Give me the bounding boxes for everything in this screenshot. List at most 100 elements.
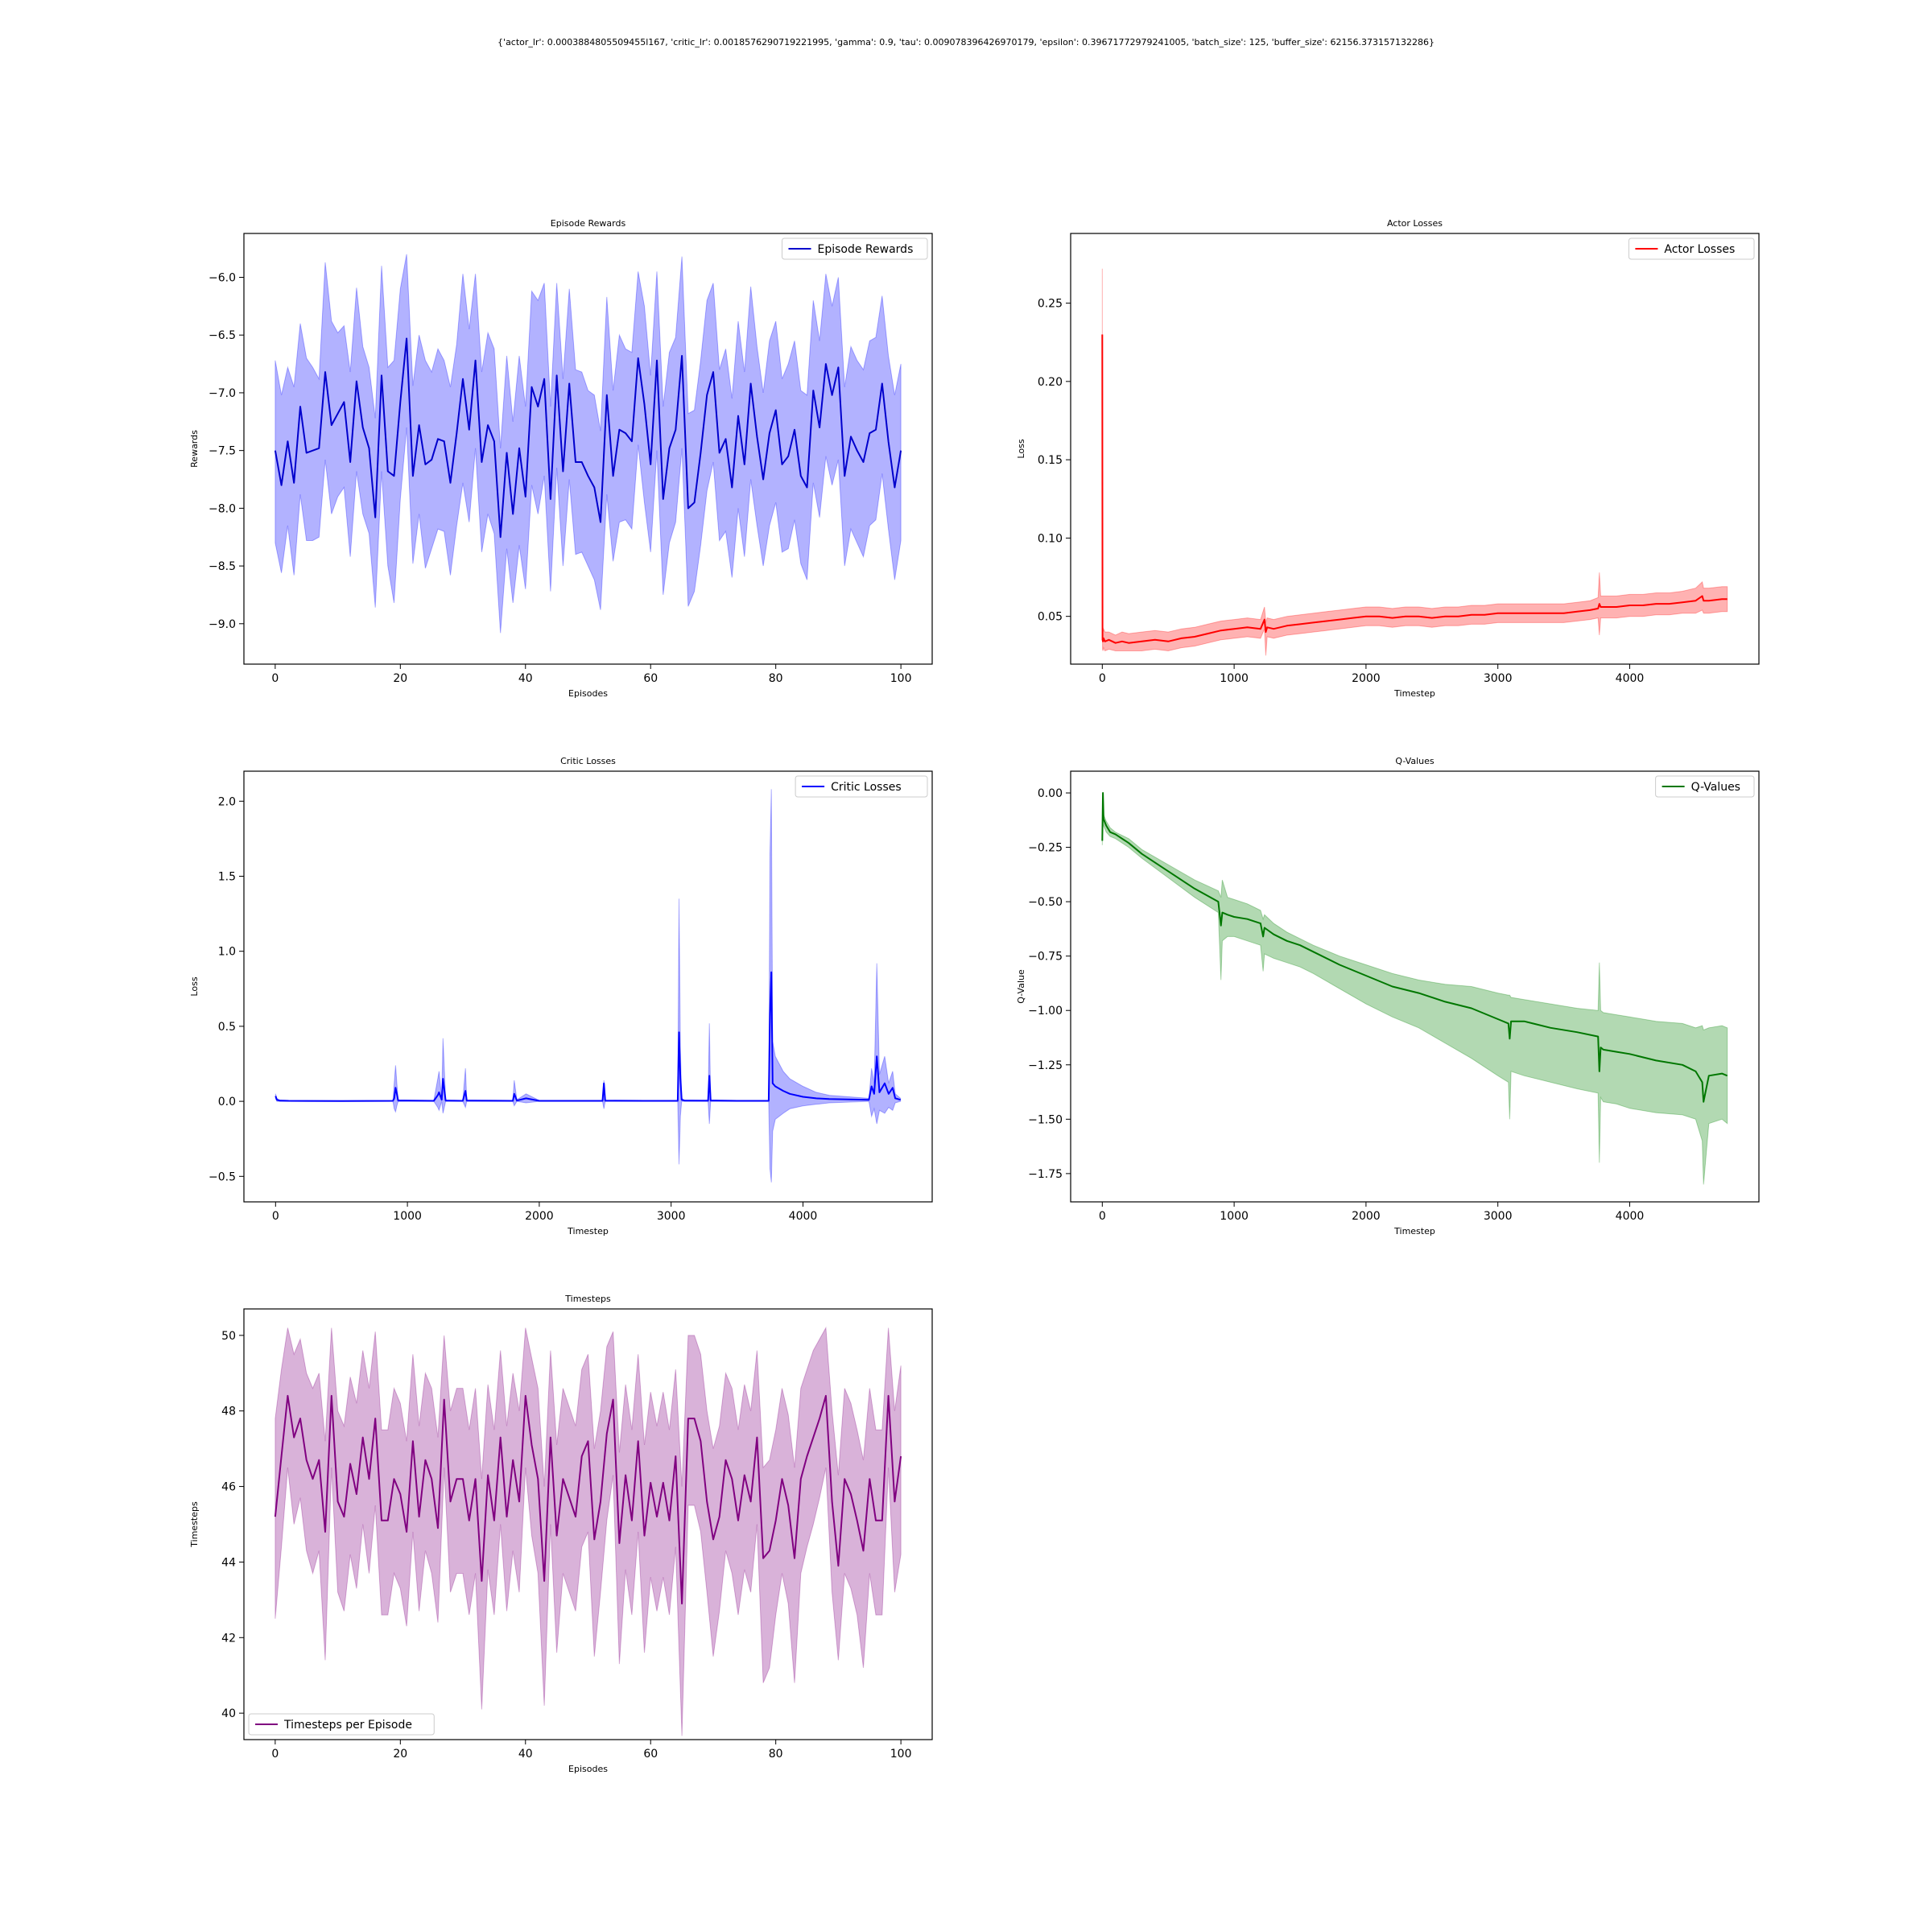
- actor-chart: 0 1000 2000 3000 4000 0.05 0.10 0.15 0.20 0.25 Act…: [1016, 218, 1760, 699]
- critic-y-tick-label: 0.5: [218, 1021, 236, 1034]
- timesteps-legend-box: [248, 1713, 435, 1736]
- qvalues-y-tick-label: −1.00: [1028, 1005, 1063, 1018]
- critic-axes-frame: [243, 770, 933, 1203]
- critic-legend-box: [795, 775, 928, 798]
- timesteps-y-tick-label: 42: [221, 1632, 236, 1645]
- actor-x-tick-label: 1000: [1220, 672, 1249, 685]
- timesteps-y-tick-label: 48: [221, 1406, 236, 1418]
- critic-band: [275, 789, 902, 1183]
- actor-x-tick-label: 0: [1099, 672, 1106, 685]
- timesteps-y-tick-label: 50: [221, 1330, 236, 1343]
- critic-series-line: [275, 971, 901, 1102]
- critic-x-tick-label: 1000: [393, 1210, 422, 1223]
- timesteps-band: [275, 1326, 902, 1736]
- actor-y-axis-label: Loss: [1016, 439, 1026, 458]
- qvalues-y-axis-label: Q-Value: [1016, 969, 1026, 1004]
- qvalues-y-tick-label: −1.25: [1028, 1059, 1063, 1072]
- qvalues-legend-label: Q-Values: [1691, 781, 1740, 794]
- rewards-x-tick-label: 20: [393, 672, 407, 685]
- actor-y-tick-label: 0.15: [1038, 454, 1063, 467]
- qvalues-x-axis-label: Timestep: [1393, 1226, 1435, 1236]
- actor-y-tick-label: 0.10: [1038, 532, 1063, 545]
- timesteps-x-tick-label: 40: [518, 1748, 533, 1761]
- rewards-band: [275, 254, 902, 634]
- actor-y-tick-label: 0.20: [1038, 376, 1063, 389]
- qvalues-legend-box: [1655, 775, 1755, 798]
- rewards-title: Episode Rewards: [551, 218, 626, 229]
- timesteps-y-axis-label: Timesteps: [189, 1501, 200, 1548]
- rewards-y-tick-label: −8.0: [208, 502, 236, 515]
- actor-x-tick-label: 4000: [1616, 672, 1645, 685]
- qvalues-band: [1101, 792, 1728, 1185]
- timesteps-chart: 0 20 40 60 80 100 40 42 44 46 48 50 Timesteps Episode…: [189, 1294, 933, 1774]
- actor-x-axis-label: Timestep: [1393, 688, 1435, 699]
- critic-title: Critic Losses: [560, 756, 616, 766]
- qvalues-x-tick-label: 2000: [1352, 1210, 1381, 1223]
- qvalues-x-tick-label: 3000: [1484, 1210, 1513, 1223]
- timesteps-series-line: [274, 1394, 902, 1605]
- timesteps-title: Timesteps: [564, 1294, 611, 1304]
- timesteps-y-tick-label: 46: [221, 1481, 236, 1494]
- qvalues-y-tick-label: −1.50: [1028, 1113, 1063, 1126]
- qvalues-y-tick-label: 0.00: [1038, 787, 1063, 800]
- qvalues-axes-frame: [1070, 770, 1760, 1203]
- timesteps-plot-area: [274, 1326, 902, 1736]
- qvalues-series-line: [1101, 792, 1728, 1103]
- rewards-x-tick-label: 40: [518, 672, 533, 685]
- rewards-x-tick-label: 80: [769, 672, 783, 685]
- qvalues-x-tick-label: 0: [1099, 1210, 1106, 1223]
- actor-legend-box: [1628, 237, 1755, 260]
- actor-y-tick-label: 0.25: [1038, 298, 1063, 311]
- timesteps-y-tick-label: 40: [221, 1707, 236, 1720]
- timesteps-y-tick-label: 44: [221, 1556, 236, 1569]
- critic-legend-label: Critic Losses: [831, 781, 902, 794]
- rewards-series-line: [274, 337, 902, 539]
- rewards-y-axis-label: Rewards: [189, 430, 200, 468]
- qvalues-y-tick-label: −0.50: [1028, 896, 1063, 909]
- actor-x-tick-label: 3000: [1484, 672, 1513, 685]
- qvalues-y-tick-label: −1.75: [1028, 1168, 1063, 1181]
- qvalues-x-tick-label: 1000: [1220, 1210, 1249, 1223]
- figure-suptitle: {'actor_lr': 0.0003884805509455l167, 'cr…: [497, 37, 1435, 47]
- timesteps-legend-label: Timesteps per Episode: [283, 1719, 412, 1732]
- qvalues-y-tick-label: −0.75: [1028, 951, 1063, 964]
- critic-x-tick-label: 3000: [657, 1210, 686, 1223]
- actor-band: [1101, 268, 1728, 656]
- critic-plot-area: [275, 789, 902, 1183]
- critic-x-tick-label: 4000: [789, 1210, 818, 1223]
- qvalues-y-tick-label: −0.25: [1028, 842, 1063, 855]
- rewards-y-tick-label: −9.0: [208, 618, 236, 631]
- rewards-x-tick-label: 100: [890, 672, 912, 685]
- actor-series-line: [1101, 334, 1728, 644]
- timesteps-x-tick-label: 80: [769, 1748, 783, 1761]
- qvalues-chart: 0 1000 2000 3000 4000 −1.75 −1.50 −1.25 −1.00 −0.…: [1016, 756, 1760, 1236]
- critic-y-tick-label: 1.0: [218, 946, 236, 959]
- qvalues-legend: Q-Values: [1655, 775, 1755, 798]
- actor-axes-frame: [1070, 233, 1760, 665]
- qvalues-x-tick-label: 4000: [1616, 1210, 1645, 1223]
- timesteps-x-tick-label: 60: [643, 1748, 658, 1761]
- critic-x-tick-label: 0: [272, 1210, 279, 1223]
- timesteps-legend: Timesteps per Episode: [248, 1713, 435, 1736]
- critic-y-tick-label: −0.5: [208, 1170, 236, 1183]
- rewards-legend: Episode Rewards: [782, 237, 928, 260]
- timesteps-x-tick-label: 20: [393, 1748, 407, 1761]
- actor-legend-label: Actor Losses: [1664, 243, 1735, 256]
- timesteps-x-tick-label: 0: [271, 1748, 279, 1761]
- rewards-x-axis-label: Episodes: [568, 688, 608, 699]
- critic-y-tick-label: 0.0: [218, 1096, 236, 1108]
- actor-plot-area: [1101, 268, 1728, 656]
- timesteps-x-axis-label: Episodes: [568, 1764, 608, 1774]
- timesteps-axes-frame: [243, 1308, 933, 1740]
- actor-title: Actor Losses: [1387, 218, 1443, 229]
- qvalues-plot-area: [1101, 792, 1728, 1185]
- critic-x-tick-label: 2000: [525, 1210, 554, 1223]
- rewards-axes-frame: [243, 233, 933, 665]
- rewards-plot-area: [274, 254, 902, 634]
- rewards-legend-box: [782, 237, 928, 260]
- actor-x-tick-label: 2000: [1352, 672, 1381, 685]
- qvalues-title: Q-Values: [1395, 756, 1434, 766]
- rewards-x-tick-label: 60: [643, 672, 658, 685]
- actor-y-tick-label: 0.05: [1038, 611, 1063, 624]
